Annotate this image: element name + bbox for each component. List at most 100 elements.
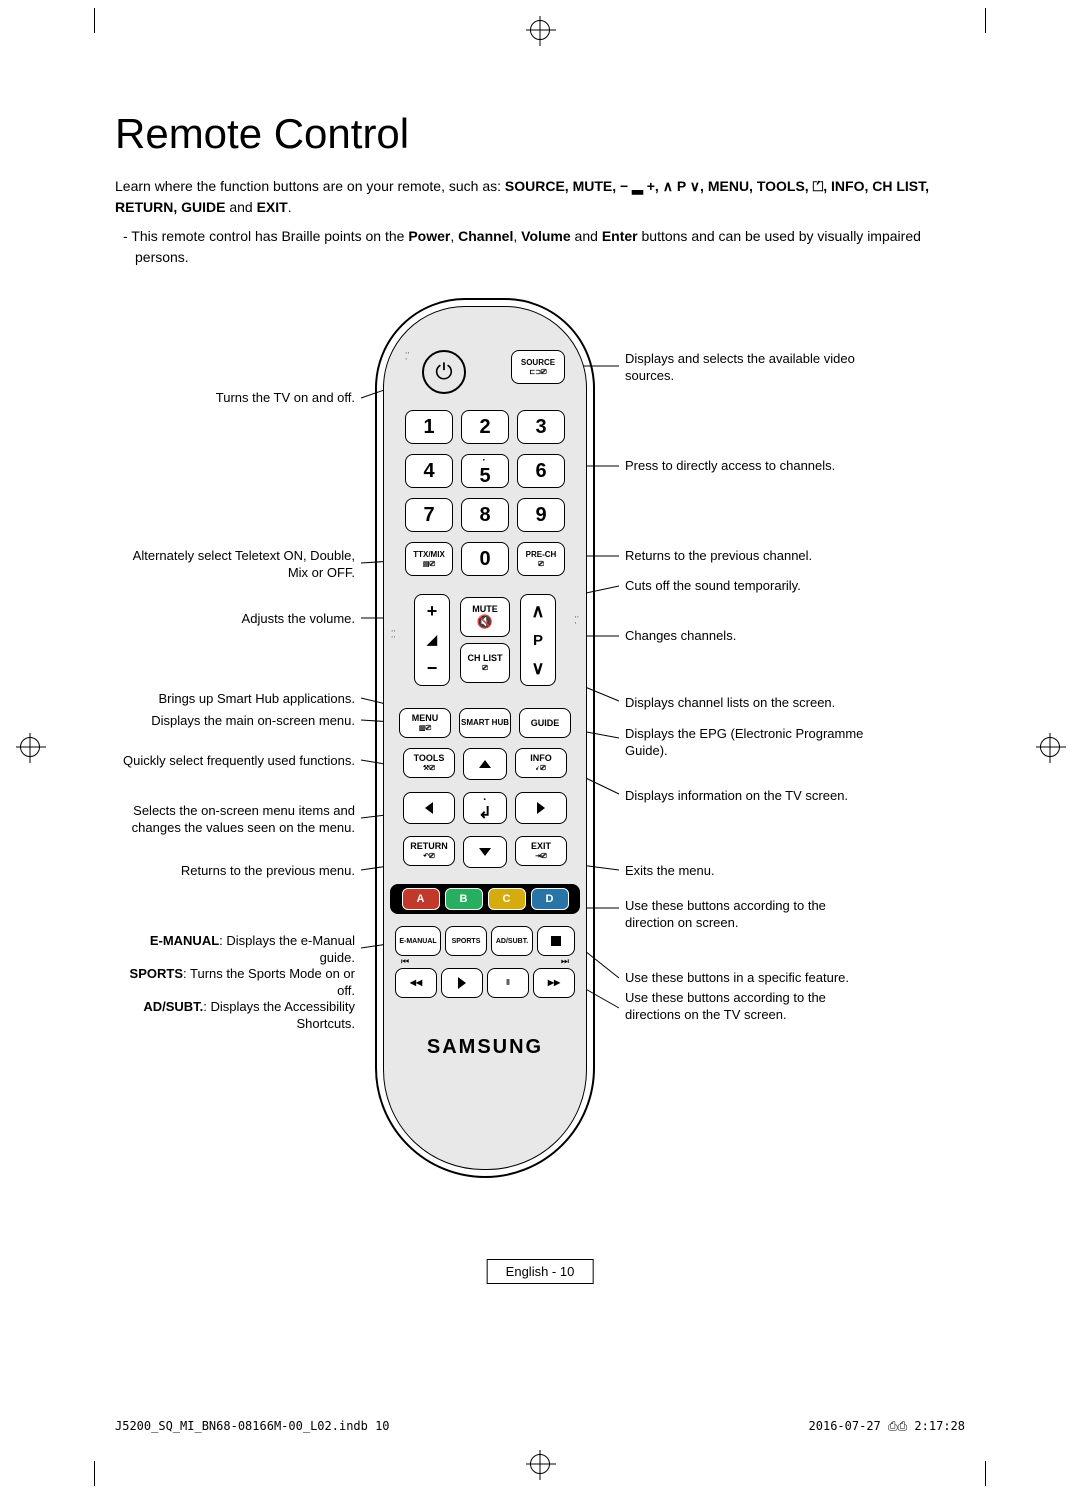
exit-button[interactable]: EXIT⇥⎚ — [515, 836, 567, 866]
callout-sports: SPORTS: Turns the Sports Mode on or off. — [115, 966, 355, 1000]
info-button[interactable]: INFO𝒾 ⎚ — [515, 748, 567, 778]
color-b-button[interactable]: B — [445, 888, 483, 910]
remote-diagram: Turns the TV on and off. Alternately sel… — [115, 298, 965, 1188]
return-button[interactable]: RETURN↶⎚ — [403, 836, 455, 866]
callout-feature: Use these buttons in a specific feature. — [625, 970, 885, 987]
enter-button[interactable]: ·↲ — [463, 792, 507, 824]
mute-button[interactable]: MUTE 🔇 — [460, 597, 510, 637]
registration-mark-left — [20, 737, 40, 757]
next-track-icon: ⏭ — [561, 956, 569, 967]
braille-dots-icon: ∙∙∙ — [575, 614, 579, 626]
crop-tick — [94, 1461, 95, 1486]
stop-button[interactable] — [537, 926, 575, 956]
registration-mark-top — [530, 20, 550, 40]
play-button[interactable] — [441, 968, 483, 998]
callout-number: Press to directly access to channels. — [625, 458, 885, 475]
callout-adsubt: AD/SUBT.: Displays the Accessibility Sho… — [115, 999, 355, 1033]
intro-text: Learn where the function buttons are on … — [115, 176, 965, 218]
adsubt-button[interactable]: AD/SUBT. — [491, 926, 533, 956]
nav-right-button[interactable] — [515, 792, 567, 824]
pause-icon: ‖ — [506, 979, 510, 987]
num-8-button[interactable]: 8 — [461, 498, 509, 532]
braille-dots-icon: ∙∙∙ — [405, 350, 409, 394]
braille-dots-icon: ∙∙∙∙ — [391, 628, 395, 640]
document-footer: J5200_SQ_MI_BN68-08166M-00_L02.indb 10 2… — [115, 1419, 965, 1434]
guide-button[interactable]: GUIDE — [519, 708, 571, 738]
callout-nav: Selects the on-screen menu items and cha… — [115, 803, 355, 837]
callout-return: Returns to the previous menu. — [115, 863, 355, 880]
ffwd-icon: ▶▶ — [548, 979, 560, 987]
prech-button[interactable]: PRE-CH⎚ — [517, 542, 565, 576]
color-button-row: A B C D — [390, 884, 580, 914]
nav-up-button[interactable] — [463, 748, 507, 780]
pause-button[interactable]: ‖ — [487, 968, 529, 998]
volume-icon: ◢ — [427, 632, 437, 648]
vol-down-icon: − — [427, 658, 438, 679]
ttx-button[interactable]: TTX/MIX▤⎚ — [405, 542, 453, 576]
footer-filename: J5200_SQ_MI_BN68-08166M-00_L02.indb 10 — [115, 1419, 390, 1434]
num-3-button[interactable]: 3 — [517, 410, 565, 444]
ch-down-icon: ∨ — [531, 658, 544, 679]
up-arrow-icon — [479, 760, 491, 768]
callout-ch: Changes channels. — [625, 628, 875, 645]
chlist-button[interactable]: CH LIST ⎚ — [460, 643, 510, 683]
prev-track-icon: ⏮ — [401, 956, 409, 967]
num-2-button[interactable]: 2 — [461, 410, 509, 444]
page-number: English - 10 — [487, 1259, 594, 1284]
callout-guide: Displays the EPG (Electronic Programme G… — [625, 726, 875, 760]
tools-button[interactable]: TOOLS⚒⎚ — [403, 748, 455, 778]
down-arrow-icon — [479, 848, 491, 856]
callout-info: Displays information on the TV screen. — [625, 788, 885, 805]
stop-icon — [551, 936, 561, 946]
vol-up-icon: + — [427, 601, 438, 622]
page-title: Remote Control — [115, 110, 965, 158]
footer-timestamp: 2016-07-27 ⎙⎙ 2:17:28 — [809, 1419, 965, 1434]
callout-power: Turns the TV on and off. — [115, 390, 355, 407]
callout-vol: Adjusts the volume. — [115, 611, 355, 628]
volume-rocker[interactable]: + ◢ − — [414, 594, 450, 686]
left-arrow-icon — [425, 802, 433, 814]
nav-left-button[interactable] — [403, 792, 455, 824]
source-button[interactable]: SOURCE ⊏⊐⎚ — [511, 350, 565, 384]
nav-down-button[interactable] — [463, 836, 507, 868]
num-0-button[interactable]: 0 — [461, 542, 509, 576]
smart-hub-button[interactable]: SMART HUB — [459, 708, 511, 738]
callout-play: Use these buttons according to the direc… — [625, 990, 875, 1024]
callout-smart: Brings up Smart Hub applications. — [115, 691, 355, 708]
callout-tools: Quickly select frequently used functions… — [115, 753, 355, 770]
crop-tick — [94, 8, 95, 33]
num-6-button[interactable]: 6 — [517, 454, 565, 488]
channel-rocker[interactable]: ∧ P ∨ — [520, 594, 556, 686]
ffwd-button[interactable]: ▶▶ — [533, 968, 575, 998]
rewind-icon: ◀◀ — [410, 979, 422, 987]
callout-emanual: E-MANUAL: Displays the e-Manual guide. — [115, 933, 355, 967]
power-button[interactable]: ⏻ — [422, 350, 466, 394]
num-4-button[interactable]: 4 — [405, 454, 453, 488]
emanual-button[interactable]: E-MANUAL — [395, 926, 441, 956]
callout-prech: Returns to the previous channel. — [625, 548, 875, 565]
num-1-button[interactable]: 1 — [405, 410, 453, 444]
ch-up-icon: ∧ — [531, 601, 544, 622]
remote-body: ∙∙∙ ⏻ SOURCE ⊏⊐⎚ 1 2 3 — [375, 298, 595, 1178]
callout-color: Use these buttons according to the direc… — [625, 898, 875, 932]
crop-tick — [985, 8, 986, 33]
bullet-text: - This remote control has Braille points… — [115, 226, 965, 268]
num-7-button[interactable]: 7 — [405, 498, 453, 532]
color-d-button[interactable]: D — [531, 888, 569, 910]
color-c-button[interactable]: C — [488, 888, 526, 910]
callout-source: Displays and selects the available video… — [625, 351, 875, 385]
callout-exit: Exits the menu. — [625, 863, 875, 880]
sports-button[interactable]: SPORTS — [445, 926, 487, 956]
rewind-button[interactable]: ◀◀ — [395, 968, 437, 998]
menu-button[interactable]: MENU▥⎚ — [399, 708, 451, 738]
callout-mute: Cuts off the sound temporarily. — [625, 578, 875, 595]
play-icon — [458, 977, 466, 989]
registration-mark-bottom — [530, 1454, 550, 1474]
num-9-button[interactable]: 9 — [517, 498, 565, 532]
color-a-button[interactable]: A — [402, 888, 440, 910]
callout-ttx: Alternately select Teletext ON, Double, … — [115, 548, 355, 582]
num-5-button[interactable]: ·5 — [461, 454, 509, 488]
crop-tick — [985, 1461, 986, 1486]
enter-icon: ↲ — [478, 806, 491, 822]
brand-logo: SAMSUNG — [383, 1036, 587, 1059]
